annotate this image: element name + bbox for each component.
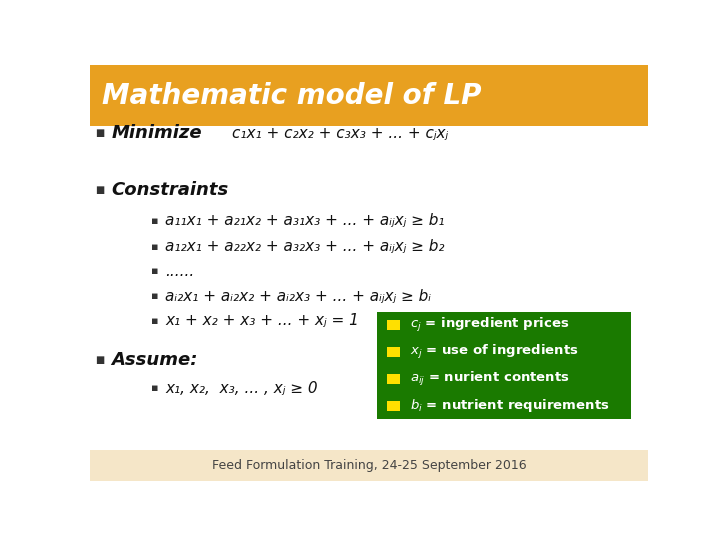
Text: ▪: ▪ <box>151 383 159 393</box>
Bar <box>387 374 400 384</box>
Text: Feed Formulation Training, 24-25 September 2016: Feed Formulation Training, 24-25 Septemb… <box>212 458 526 472</box>
Text: ■: ■ <box>96 129 105 138</box>
Text: c₁x₁ + c₂x₂ + c₃x₃ + ... + cⱼxⱼ: c₁x₁ + c₂x₂ + c₃x₃ + ... + cⱼxⱼ <box>233 126 449 141</box>
Text: ■: ■ <box>96 185 105 194</box>
Bar <box>90 65 648 126</box>
Text: $c_{j}$ = ingredient prices: $c_{j}$ = ingredient prices <box>410 316 570 334</box>
Text: Assume:: Assume: <box>111 351 198 369</box>
Text: $a_{ij}$ = nurient contents: $a_{ij}$ = nurient contents <box>410 370 570 388</box>
Text: ▪: ▪ <box>151 241 159 252</box>
Text: Mathematic model of LP: Mathematic model of LP <box>102 82 482 110</box>
Text: Minimize: Minimize <box>111 124 202 143</box>
Text: ▪: ▪ <box>151 266 159 276</box>
Text: ▪: ▪ <box>151 215 159 226</box>
Text: $b_{i}$ = nutrient requirements: $b_{i}$ = nutrient requirements <box>410 397 609 414</box>
Bar <box>387 347 400 357</box>
Text: ▪: ▪ <box>151 315 159 326</box>
Text: a₁₂x₁ + a₂₂x₂ + a₃₂x₃ + ... + aᵢⱼxⱼ ≥ b₂: a₁₂x₁ + a₂₂x₂ + a₃₂x₃ + ... + aᵢⱼxⱼ ≥ b₂ <box>166 239 445 254</box>
Text: Constraints: Constraints <box>111 180 228 199</box>
Bar <box>387 320 400 330</box>
Text: a₁₁x₁ + a₂₁x₂ + a₃₁x₃ + ... + aᵢⱼxⱼ ≥ b₁: a₁₁x₁ + a₂₁x₂ + a₃₁x₃ + ... + aᵢⱼxⱼ ≥ b₁ <box>166 213 445 228</box>
Text: $x_{j}$ = use of ingredients: $x_{j}$ = use of ingredients <box>410 343 579 361</box>
Text: x₁, x₂,  x₃, ... , xⱼ ≥ 0: x₁, x₂, x₃, ... , xⱼ ≥ 0 <box>166 381 318 396</box>
Text: ▪: ▪ <box>151 292 159 301</box>
Bar <box>387 401 400 411</box>
Text: aᵢ₂x₁ + aᵢ₂x₂ + aᵢ₂x₃ + ... + aᵢⱼxⱼ ≥ bᵢ: aᵢ₂x₁ + aᵢ₂x₂ + aᵢ₂x₃ + ... + aᵢⱼxⱼ ≥ bᵢ <box>166 289 431 304</box>
Text: ......: ...... <box>166 264 194 279</box>
Bar <box>377 312 631 419</box>
Text: x₁ + x₂ + x₃ + ... + xⱼ = 1: x₁ + x₂ + x₃ + ... + xⱼ = 1 <box>166 313 359 328</box>
Bar <box>90 450 648 481</box>
Text: ■: ■ <box>96 355 105 365</box>
